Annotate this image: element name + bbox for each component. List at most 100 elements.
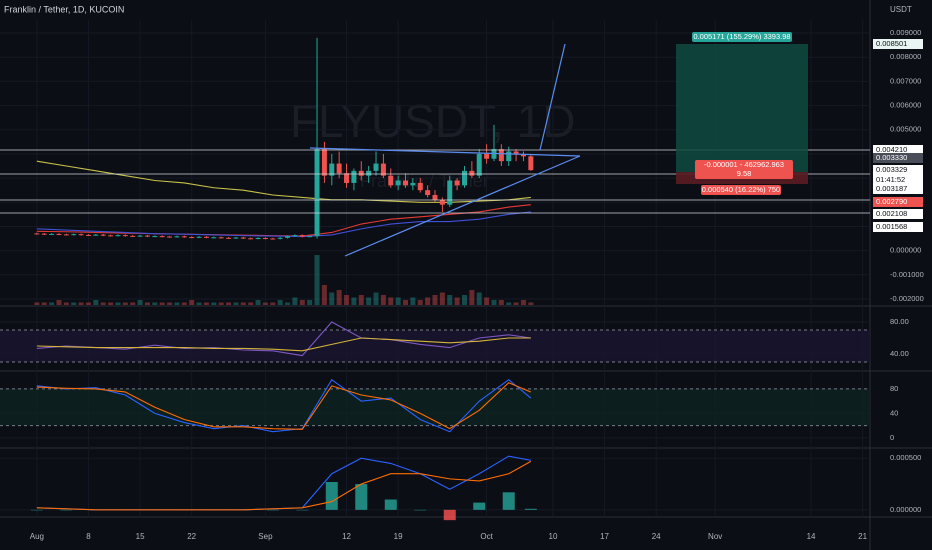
candle-body <box>137 235 143 237</box>
price-box <box>873 153 923 163</box>
candle-body <box>380 163 386 176</box>
volume-bar <box>174 302 180 305</box>
volume-bar <box>388 297 394 305</box>
candle-body <box>85 234 91 236</box>
x-tick-label: 8 <box>86 532 91 541</box>
indicator-line <box>36 337 531 352</box>
volume-bar <box>484 297 490 305</box>
watermark: FLYUSDT, 1D <box>290 95 575 147</box>
candle-body <box>484 153 490 159</box>
candle-body <box>262 238 268 240</box>
indicator-line <box>36 460 532 511</box>
volume-bar <box>196 302 202 305</box>
price-label: 0.002790 <box>876 197 907 206</box>
y-tick-label: 40 <box>890 408 898 417</box>
volume-bar <box>447 295 453 305</box>
candle-body <box>461 170 467 186</box>
target-zone[interactable] <box>676 44 808 172</box>
candle-body <box>34 233 40 235</box>
volume-bar <box>189 300 195 305</box>
volume-bar <box>476 292 482 305</box>
candle-body <box>344 173 350 183</box>
price-label: 0.003329 <box>876 165 907 174</box>
x-tick-label: 21 <box>858 532 867 541</box>
x-tick-label: Aug <box>30 532 44 541</box>
y-tick-label: 0.009000 <box>890 28 921 37</box>
price-label: 0.003187 <box>876 184 907 193</box>
volume-bar <box>410 297 416 305</box>
mid-sub: 9.58 <box>737 169 752 178</box>
y-tick-label: 0.008000 <box>890 52 921 61</box>
x-tick-label: 12 <box>342 532 351 541</box>
volume-bar <box>351 297 357 305</box>
histogram-bar <box>325 481 338 510</box>
candle-body <box>366 170 372 176</box>
histogram-bar <box>384 499 397 510</box>
candle-body <box>159 236 165 238</box>
indicator-line <box>36 321 531 357</box>
candle-body <box>78 234 84 236</box>
histogram-bar <box>60 509 73 511</box>
candle-body <box>454 180 460 186</box>
candle-body <box>358 170 364 176</box>
volume-bar <box>454 297 460 305</box>
stop-box <box>701 185 781 195</box>
candle-body <box>373 163 379 171</box>
volume-bar <box>285 302 291 305</box>
candle-body <box>189 237 195 239</box>
volume-bar <box>100 302 106 305</box>
candle-body <box>115 235 121 237</box>
x-tick-label: 22 <box>187 532 196 541</box>
price-box <box>873 184 923 194</box>
price-box <box>873 145 923 155</box>
volume-bar <box>130 302 136 305</box>
volume-bar <box>63 302 69 305</box>
y-tick-label: 0.000500 <box>890 453 921 462</box>
x-tick-label: Nov <box>708 532 722 541</box>
volume-bar <box>329 292 335 305</box>
candle-body <box>528 156 534 171</box>
volume-bar <box>34 302 40 305</box>
stop-label: 0.000540 (16.22%) 750 <box>702 185 780 194</box>
candle-body <box>336 163 342 174</box>
volume-bar <box>321 285 327 305</box>
candle-body <box>417 182 423 191</box>
volume-bar <box>226 302 232 305</box>
volume-bar <box>152 302 158 305</box>
candle-body <box>476 153 482 176</box>
price-label: 0.004210 <box>876 145 907 154</box>
y-tick-label: 80.00 <box>890 317 909 326</box>
price-label: 0.003330 <box>876 153 907 162</box>
candle-body <box>122 235 128 237</box>
candle-body <box>314 149 320 237</box>
candle-body <box>56 233 62 235</box>
volume-bar <box>277 300 283 305</box>
volume-bar <box>270 302 276 305</box>
volume-bar <box>403 300 409 305</box>
volume-bar <box>108 302 114 305</box>
y-tick-label: 0 <box>890 433 894 442</box>
volume-bar <box>211 302 217 305</box>
volume-bar <box>373 292 379 305</box>
volume-bar <box>506 302 512 305</box>
indicator-line <box>36 382 532 430</box>
candle-body <box>520 153 526 157</box>
trendlines <box>309 43 581 257</box>
candle-body <box>181 236 187 238</box>
histogram-bar <box>296 509 309 511</box>
candle-body <box>277 237 283 239</box>
candle-body <box>218 237 224 239</box>
trendline <box>309 147 581 157</box>
x-tick-label: 15 <box>136 532 145 541</box>
price-labels: 0.008501 0.004210 0.003330 0.003329 01:4… <box>873 39 923 232</box>
candle-body <box>226 237 232 239</box>
price-label: 0.008501 <box>876 39 907 48</box>
x-tick-label: Sep <box>258 532 273 541</box>
volume-bar <box>167 302 173 305</box>
symbol-title: Franklin / Tether, 1D, KUCOIN <box>4 4 124 14</box>
price-box <box>873 209 923 219</box>
candle-body <box>292 235 298 237</box>
candle-body <box>498 149 504 162</box>
trendline <box>344 155 581 257</box>
y-tick-label: 0.007000 <box>890 76 921 85</box>
